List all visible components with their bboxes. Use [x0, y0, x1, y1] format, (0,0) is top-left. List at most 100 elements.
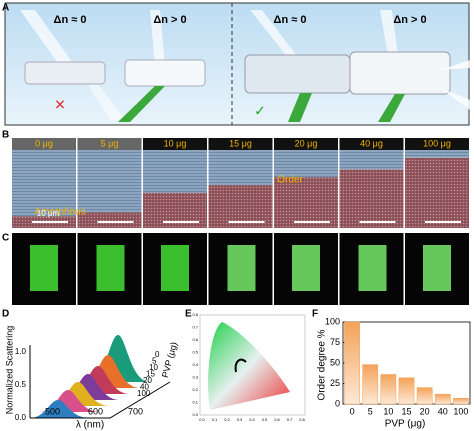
- y-tick-label: 25: [330, 378, 340, 388]
- b-amorphous: [274, 177, 338, 228]
- b-scale: 10 μm: [37, 209, 60, 218]
- b-label-bar: [405, 138, 469, 150]
- bar: [362, 364, 379, 405]
- b-order: [339, 150, 404, 170]
- y-tick-label: 0: [335, 398, 340, 408]
- b-order: [77, 150, 142, 213]
- e-ytick: 0.3: [192, 375, 198, 380]
- x-tick-label: 10: [383, 406, 393, 416]
- e-ytick: 0.2: [192, 387, 198, 392]
- e-ytick: 0.5: [192, 350, 198, 355]
- d-xtick: 700: [128, 406, 143, 416]
- y-tick-label: 100: [325, 316, 340, 326]
- bar: [453, 398, 469, 405]
- f-xlabel: PVP (μg): [385, 419, 426, 430]
- c-film: [423, 245, 451, 291]
- panel-label: C: [2, 233, 9, 244]
- e-xtick: 0.3: [237, 417, 243, 422]
- b-order: [405, 150, 469, 158]
- b-order: [143, 150, 207, 193]
- c-film: [30, 245, 58, 291]
- d-zlabel: PVP (μg): [160, 341, 179, 379]
- svg-text:✓: ✓: [254, 103, 266, 119]
- x-tick-label: 15: [401, 406, 411, 416]
- d-ztick: 15: [146, 370, 155, 379]
- a-text: Δn > 0: [153, 14, 186, 26]
- panel-label: D: [2, 309, 9, 320]
- d-xtick: 600: [88, 406, 103, 416]
- e-xtick: 0.5: [262, 417, 268, 422]
- x-tick-label: 5: [368, 406, 373, 416]
- e-xtick: 0.0: [199, 417, 205, 422]
- bar: [344, 321, 360, 405]
- b-label-bar: [77, 138, 142, 150]
- b-label-bar: [339, 138, 404, 150]
- a-text: Δn ≈ 0: [54, 14, 87, 26]
- b-label-bar: [208, 138, 273, 150]
- panel-label: E: [185, 309, 192, 320]
- x-tick-label: 100: [453, 406, 468, 416]
- d-ytick: 1.0: [15, 347, 27, 356]
- b-dose: 0 μg: [35, 138, 53, 148]
- d-ylabel: Normalized Scattering: [4, 326, 14, 415]
- x-tick-label: 0: [350, 406, 355, 416]
- c-film: [292, 245, 320, 291]
- panel-a-art: ✕ ✓: [20, 10, 470, 122]
- b-amorphous-label: Amorphous: [34, 207, 85, 218]
- d-ytick: 0.0: [15, 413, 27, 422]
- b-amorphous: [339, 169, 404, 228]
- c-film: [161, 245, 189, 291]
- y-tick-label: 75: [330, 337, 340, 347]
- a-text: Δn ≈ 0: [274, 14, 307, 26]
- f-ylabel: Order degree %: [317, 329, 328, 400]
- b-label-bar: [12, 138, 76, 150]
- d-ztick: 0: [155, 350, 160, 359]
- d-ytick: 0.5: [15, 380, 27, 389]
- b-dose: 15 μg: [229, 138, 252, 148]
- e-ytick: 0.6: [192, 337, 198, 342]
- b-order: [12, 150, 76, 217]
- panel-label: A: [2, 3, 9, 14]
- svg-text:✕: ✕: [54, 97, 66, 113]
- e-xtick: 0.1: [212, 417, 218, 422]
- y-tick-label: 50: [330, 357, 340, 367]
- c-film: [227, 245, 256, 291]
- d-xtick: 500: [45, 406, 60, 416]
- b-order: [274, 150, 338, 178]
- e-xtick: 0.6: [274, 417, 280, 422]
- e-ytick: 0.1: [192, 400, 198, 405]
- d-ztick: 5: [152, 357, 157, 366]
- b-label-bar: [143, 138, 207, 150]
- e-ytick: 0.7: [192, 325, 198, 330]
- d-ztick: 100: [137, 389, 151, 398]
- b-dose: 40 μg: [360, 138, 383, 148]
- b-amorphous: [77, 212, 142, 228]
- e-ytick: 0.4: [192, 362, 198, 367]
- e-xtick: 0.2: [224, 417, 230, 422]
- panel-d-art: [29, 335, 171, 419]
- e-xtick: 0.7: [287, 417, 293, 422]
- d-ztick: 20: [143, 376, 152, 385]
- bar: [398, 377, 415, 405]
- b-dose: 20 μg: [295, 138, 318, 148]
- bar: [380, 374, 397, 405]
- b-dose: 10 μg: [164, 138, 187, 148]
- panel-label: F: [312, 309, 318, 320]
- b-dose: 100 μg: [423, 138, 451, 148]
- e-ytick: 0.8: [192, 312, 198, 317]
- bar: [434, 393, 451, 405]
- d-ztick: 10: [149, 363, 158, 372]
- bar: [416, 387, 433, 405]
- d-ztick: 40: [140, 383, 149, 392]
- b-dose: 5 μg: [101, 138, 119, 148]
- b-order: [208, 150, 273, 186]
- b-amorphous: [208, 185, 273, 228]
- e-ytick: 0.0: [192, 412, 198, 417]
- b-order-label: Order: [277, 175, 303, 186]
- e-xtick: 0.4: [249, 417, 255, 422]
- panel-b: 0 μg 5 μg 10 μg 15 μg 20 μg 40 μg 100 μg Order A…: [12, 138, 469, 228]
- c-film: [96, 245, 125, 291]
- x-tick-label: 20: [420, 406, 430, 416]
- b-amorphous: [405, 157, 469, 228]
